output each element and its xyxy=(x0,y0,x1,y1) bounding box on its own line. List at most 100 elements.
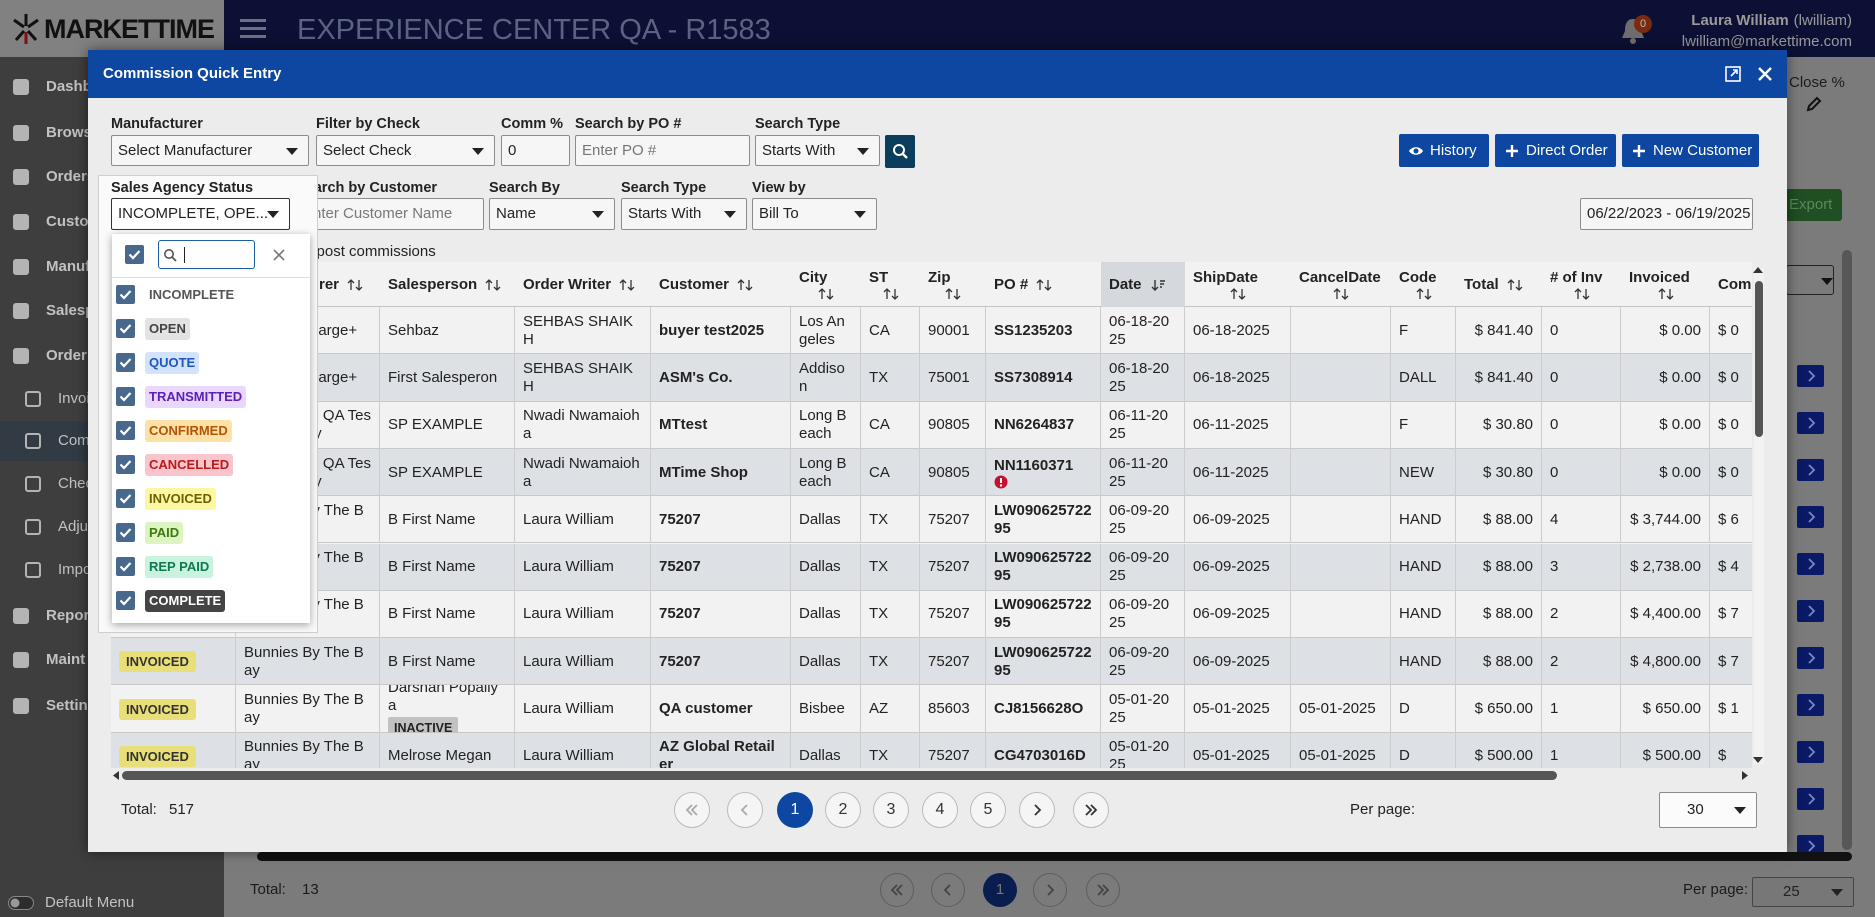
bg-row-button[interactable] xyxy=(1797,694,1824,716)
bg-row-button[interactable] xyxy=(1797,647,1824,669)
column-header[interactable]: # of Inv xyxy=(1542,262,1621,307)
status-option[interactable]: REP PAID xyxy=(145,556,214,578)
sort-icon[interactable] xyxy=(1399,287,1448,301)
status-option[interactable]: INCOMPLETE xyxy=(149,287,235,302)
sort-icon[interactable] xyxy=(737,278,753,292)
table-row[interactable]: harge+ Sehbaz SEHBAS SHAIKH buyer test2025 L… xyxy=(111,307,1752,355)
page-button[interactable]: 5 xyxy=(970,792,1006,828)
scroll-up[interactable] xyxy=(1752,265,1764,274)
column-header[interactable]: ST xyxy=(861,262,920,307)
bg-export-button[interactable]: Export xyxy=(1780,189,1842,221)
status-option[interactable]: CANCELLED xyxy=(145,454,234,476)
checkbox[interactable] xyxy=(125,245,144,264)
checkbox[interactable] xyxy=(116,489,135,508)
sidebar-item[interactable]: Custo xyxy=(46,213,89,231)
sidebar-item[interactable]: Maint xyxy=(46,651,86,669)
sidebar-item[interactable]: Brows xyxy=(46,123,92,141)
bg-row-button[interactable] xyxy=(1797,835,1824,857)
maximize-button[interactable] xyxy=(1725,66,1741,82)
sort-icon[interactable] xyxy=(1629,287,1702,301)
table-row[interactable]: + QA Testy SP EXAMPLE Nwadi Nwamaioha MTime… xyxy=(111,448,1752,497)
sort-icon[interactable] xyxy=(485,278,501,292)
checkbox[interactable] xyxy=(116,591,135,610)
sort-icon[interactable] xyxy=(1299,287,1383,301)
page-nav[interactable] xyxy=(1073,792,1109,828)
sort-icon[interactable] xyxy=(1036,278,1052,292)
sidebar-item[interactable]: Adjus xyxy=(58,518,96,536)
column-header[interactable]: CancelDate xyxy=(1291,262,1391,307)
bg-row-button[interactable] xyxy=(1797,365,1824,387)
sidebar-item[interactable]: Manuf xyxy=(46,257,91,275)
page-nav[interactable] xyxy=(1019,792,1055,828)
checkbox[interactable] xyxy=(116,319,135,338)
checkbox[interactable] xyxy=(116,421,135,440)
page-nav[interactable] xyxy=(727,792,763,828)
manufacturer-select[interactable]: Select Manufacturer xyxy=(111,135,309,166)
clear-search[interactable] xyxy=(273,249,285,261)
action-button[interactable]: New Customer xyxy=(1622,134,1759,167)
table-row[interactable]: harge+ First Salesperon SEHBAS SHAIKH ASM's… xyxy=(111,354,1752,402)
bg-page-nav[interactable] xyxy=(1086,873,1120,907)
checkbox[interactable] xyxy=(116,285,135,304)
bg-page-nav[interactable] xyxy=(931,873,965,907)
page-nav[interactable] xyxy=(674,792,710,828)
column-header[interactable]: Salesperson xyxy=(380,262,515,307)
sort-icon[interactable] xyxy=(347,278,363,292)
scroll-down[interactable] xyxy=(1752,756,1764,765)
sidebar-item[interactable]: Setting xyxy=(46,696,97,714)
sort-icon[interactable] xyxy=(619,278,635,292)
status-option[interactable]: OPEN xyxy=(145,318,190,340)
customer-input[interactable]: Enter Customer Name xyxy=(296,198,484,230)
scroll-right[interactable] xyxy=(1740,770,1750,781)
status-option[interactable]: CONFIRMED xyxy=(145,420,232,442)
page-button[interactable]: 4 xyxy=(922,792,958,828)
sidebar-item[interactable]: Orders xyxy=(46,168,96,185)
checkbox[interactable] xyxy=(116,523,135,542)
column-header[interactable]: ShipDate xyxy=(1185,262,1291,307)
column-header[interactable]: Invoiced xyxy=(1621,262,1710,307)
sort-icon[interactable] xyxy=(1507,278,1523,292)
table-row[interactable]: INVOICED Bunnies By The Bay B First Name La… xyxy=(111,638,1752,686)
sort-icon[interactable] xyxy=(928,287,978,301)
po-input[interactable]: Enter PO # xyxy=(575,135,750,166)
po-search-type[interactable]: Starts With xyxy=(755,135,880,166)
search-button[interactable] xyxy=(885,135,915,168)
bg-row-button[interactable] xyxy=(1797,506,1824,528)
sidebar-item[interactable]: Dashb xyxy=(46,78,92,96)
bg-row-button[interactable] xyxy=(1797,459,1824,481)
bg-page-nav[interactable] xyxy=(880,873,914,907)
sort-icon[interactable] xyxy=(869,287,912,301)
sort-icon[interactable] xyxy=(1550,287,1613,301)
bg-page-nav[interactable] xyxy=(1033,873,1067,907)
page-button[interactable]: 1 xyxy=(777,792,813,828)
menu-toggle[interactable] xyxy=(240,18,266,40)
checkbox[interactable] xyxy=(116,387,135,406)
sort-icon[interactable] xyxy=(1193,287,1283,301)
scroll-left[interactable] xyxy=(111,770,121,781)
view-by-select[interactable]: Bill To xyxy=(752,198,877,230)
column-header[interactable]: Date xyxy=(1101,262,1185,307)
sidebar-item[interactable]: Repor xyxy=(46,606,90,624)
column-header[interactable]: PO # xyxy=(986,262,1101,307)
checkbox[interactable] xyxy=(116,557,135,576)
sidebar-item[interactable]: Salesp xyxy=(46,301,95,319)
status-option[interactable]: QUOTE xyxy=(145,352,200,374)
column-header[interactable]: Total xyxy=(1456,262,1542,307)
customer-search-type[interactable]: Starts With xyxy=(621,198,747,230)
checkbox[interactable] xyxy=(116,353,135,372)
close-button[interactable] xyxy=(1757,66,1773,82)
page-button[interactable]: 2 xyxy=(825,792,861,828)
bg-row-button[interactable] xyxy=(1797,741,1824,763)
action-button[interactable]: History xyxy=(1399,134,1489,167)
column-header[interactable]: Code xyxy=(1391,262,1456,307)
status-option[interactable]: COMPLETE xyxy=(145,590,226,612)
search-by-select[interactable]: Name xyxy=(489,198,615,230)
page-button[interactable]: 3 xyxy=(873,792,909,828)
status-option[interactable]: TRANSMITTED xyxy=(145,386,247,408)
table-row[interactable]: INVOICED Bunnies By The Bay Melrose Megan L… xyxy=(111,732,1752,768)
bg-row-button[interactable] xyxy=(1797,412,1824,434)
column-header[interactable]: City xyxy=(791,262,861,307)
column-header[interactable]: Order Writer xyxy=(515,262,651,307)
bg-current-page[interactable]: 1 xyxy=(983,873,1017,907)
